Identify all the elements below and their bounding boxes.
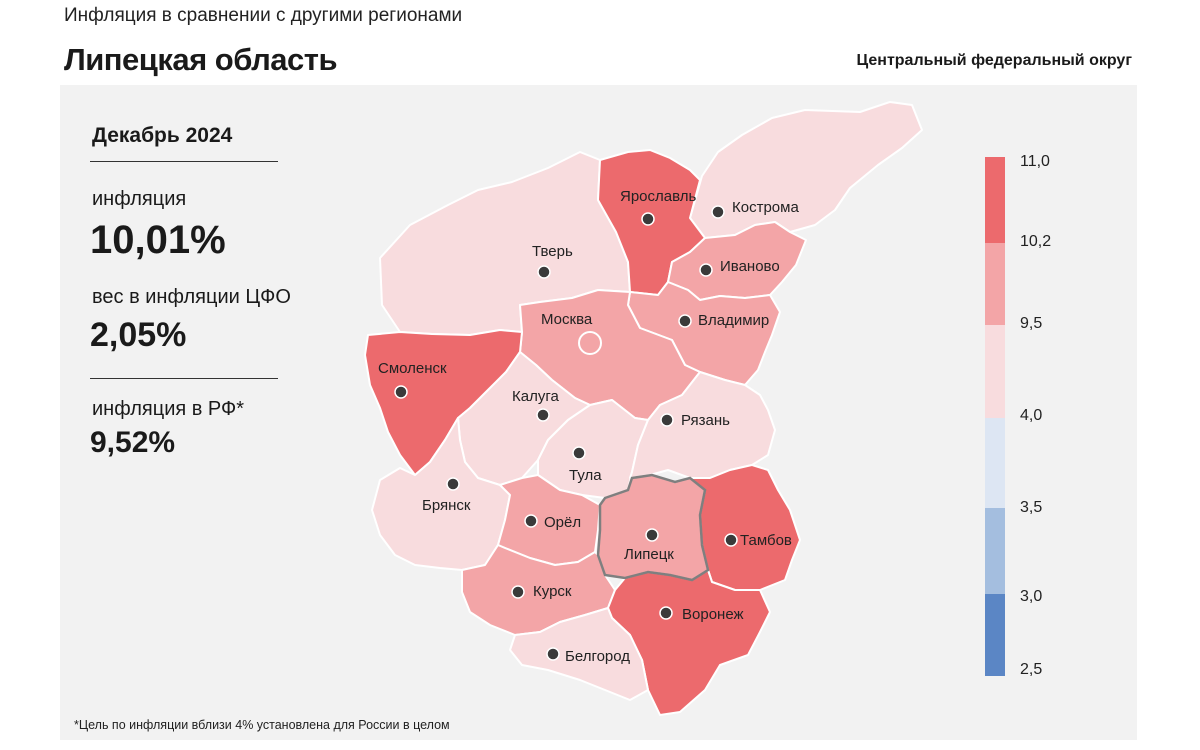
page-title: Липецкая область [64, 42, 338, 77]
scale-segment [985, 508, 1005, 594]
scale-tick: 10,2 [1020, 233, 1052, 250]
city-label-tula: Тула [569, 467, 602, 484]
city-label-smolensk: Смоленск [378, 360, 447, 377]
rf-inflation-value: 9,52% [90, 426, 176, 459]
moscow-marker-icon [578, 331, 602, 355]
yaroslavl-dot-icon [641, 212, 655, 226]
city-label-ivanovo: Иваново [720, 258, 780, 275]
scale-tick: 4,0 [1020, 407, 1043, 424]
city-label-belgorod: Белгород [565, 648, 630, 665]
scale-tick: 3,5 [1020, 499, 1043, 516]
vladimir-dot-icon [678, 314, 692, 328]
city-label-kursk: Курск [533, 583, 572, 600]
tambov-dot-icon [724, 533, 738, 547]
scale-segment [985, 243, 1005, 325]
weight-value: 2,05% [90, 316, 187, 354]
city-label-tambov: Тамбов [740, 532, 792, 549]
district-label: Центральный федеральный округ [856, 52, 1133, 69]
scale-tick: 3,0 [1020, 588, 1043, 605]
city-label-kaluga: Калуга [512, 388, 559, 405]
bryansk-dot-icon [446, 477, 460, 491]
city-label-lipetsk: Липецк [624, 546, 674, 563]
orel-dot-icon [524, 514, 538, 528]
scale-segment [985, 594, 1005, 676]
city-label-bryansk: Брянск [422, 497, 471, 514]
voronezh-dot-icon [659, 606, 673, 620]
city-label-ryazan: Рязань [681, 412, 730, 429]
tver-dot-icon [537, 265, 551, 279]
ivanovo-dot-icon [699, 263, 713, 277]
kaluga-dot-icon [536, 408, 550, 422]
scale-tick: 11,0 [1020, 153, 1050, 170]
scale-tick: 9,5 [1020, 315, 1043, 332]
city-label-orel: Орёл [544, 514, 581, 531]
tula-dot-icon [572, 446, 586, 460]
scale-segment [985, 325, 1005, 418]
divider [90, 378, 278, 379]
kursk-dot-icon [511, 585, 525, 599]
kostroma-dot-icon [711, 205, 725, 219]
city-label-vladimir: Владимир [698, 312, 769, 329]
belgorod-dot-icon [546, 647, 560, 661]
city-label-kostroma: Кострома [732, 199, 799, 216]
region-kostroma[interactable] [689, 101, 923, 239]
scale-tick: 2,5 [1020, 661, 1043, 678]
period-label: Декабрь 2024 [92, 124, 233, 147]
scale-segment [985, 418, 1005, 508]
inflation-value: 10,01% [90, 218, 226, 262]
smolensk-dot-icon [394, 385, 408, 399]
ryazan-dot-icon [660, 413, 674, 427]
highlight-outline [596, 473, 710, 582]
region-belgorod[interactable] [509, 607, 649, 701]
region-kursk[interactable] [461, 544, 616, 636]
city-label-tver: Тверь [532, 243, 573, 260]
footnote: *Цель по инфляции вблизи 4% установлена … [74, 718, 450, 732]
page-subtitle: Инфляция в сравнении с другими регионами [64, 5, 463, 26]
city-label-yaroslavl: Ярославль [620, 188, 696, 205]
divider [90, 161, 278, 162]
weight-label: вес в инфляции ЦФО [92, 286, 291, 308]
inflation-label: инфляция [92, 188, 187, 210]
color-scale [985, 157, 1005, 676]
rf-inflation-label: инфляция в РФ* [92, 398, 245, 420]
scale-segment [985, 157, 1005, 243]
city-label-voronezh: Воронеж [682, 606, 744, 623]
city-label-moscow: Москва [541, 311, 593, 328]
lipetsk-dot-icon [645, 528, 659, 542]
